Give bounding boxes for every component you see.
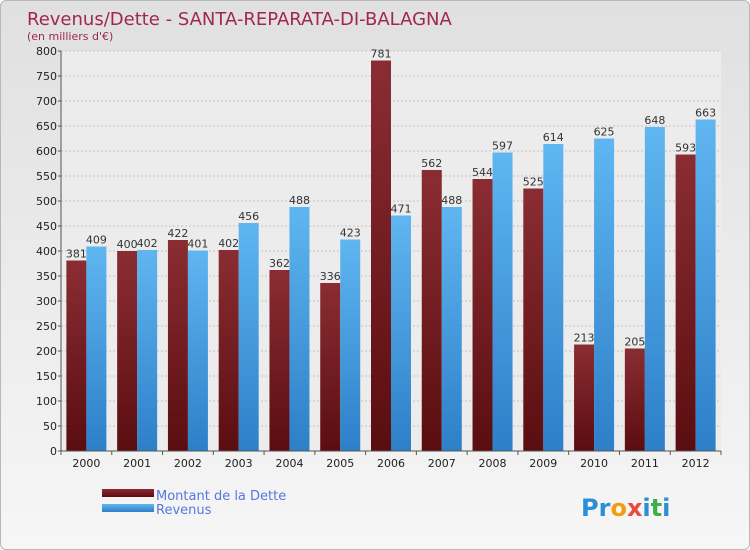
data-label-dette-2003: 402 xyxy=(218,237,239,250)
bar-dette-2006 xyxy=(371,60,391,451)
bar-revenus-2008 xyxy=(492,152,513,451)
data-label-revenus-2002: 401 xyxy=(187,238,208,251)
data-label-dette-2007: 562 xyxy=(421,157,442,170)
bar-revenus-2003 xyxy=(238,223,259,451)
x-tick-label: 2001 xyxy=(123,457,151,470)
x-tick-label: 2004 xyxy=(275,457,303,470)
chart-title: Revenus/Dette - SANTA-REPARATA-DI-BALAGN… xyxy=(27,9,453,30)
y-tick-label: 300 xyxy=(36,295,57,308)
data-label-revenus-2010: 625 xyxy=(594,126,615,139)
bar-revenus-2011 xyxy=(644,127,665,451)
x-tick-label: 2005 xyxy=(326,457,354,470)
bar-dette-2000 xyxy=(66,260,87,451)
y-tick-label: 0 xyxy=(50,445,57,458)
legend-swatch-revenus xyxy=(102,504,154,512)
x-tick-label: 2007 xyxy=(428,457,456,470)
logo-letter: P xyxy=(581,494,599,522)
y-tick-label: 100 xyxy=(36,395,57,408)
data-label-dette-2005: 336 xyxy=(320,270,341,283)
data-label-dette-2011: 205 xyxy=(624,336,645,349)
data-label-dette-2002: 422 xyxy=(167,227,188,240)
y-tick-label: 650 xyxy=(36,120,57,133)
x-tick-label: 2011 xyxy=(631,457,659,470)
y-tick-label: 450 xyxy=(36,220,57,233)
data-label-dette-2008: 544 xyxy=(472,166,493,179)
bar-dette-2007 xyxy=(421,170,442,451)
bar-revenus-2001 xyxy=(137,250,158,451)
y-tick-label: 750 xyxy=(36,70,57,83)
data-label-revenus-2005: 423 xyxy=(340,227,361,240)
data-label-dette-2000: 381 xyxy=(66,248,87,261)
bar-revenus-2005 xyxy=(340,239,361,451)
data-label-dette-2004: 362 xyxy=(269,257,290,270)
x-tick-label: 2008 xyxy=(479,457,507,470)
chart-subtitle: (en milliers d'€) xyxy=(27,30,113,43)
bar-dette-2003 xyxy=(218,250,239,451)
x-tick-label: 2003 xyxy=(225,457,253,470)
legend-label-dette: Montant de la Dette xyxy=(156,489,286,504)
data-label-dette-2001: 400 xyxy=(117,238,138,251)
data-label-revenus-2003: 456 xyxy=(238,210,259,223)
data-label-revenus-2007: 488 xyxy=(441,194,462,207)
y-tick-label: 400 xyxy=(36,245,57,258)
y-tick-label: 200 xyxy=(36,345,57,358)
legend-label-revenus: Revenus xyxy=(156,503,212,518)
y-tick-label: 800 xyxy=(36,45,57,58)
bar-dette-2005 xyxy=(320,283,341,451)
x-tick-label: 2012 xyxy=(682,457,710,470)
y-tick-label: 700 xyxy=(36,95,57,108)
bar-revenus-2009 xyxy=(543,144,564,451)
y-tick-label: 50 xyxy=(43,420,57,433)
data-label-revenus-2000: 409 xyxy=(86,234,107,247)
bar-revenus-2002 xyxy=(187,250,208,451)
bar-revenus-2012 xyxy=(695,119,716,451)
proxiti-logo: Proxiti xyxy=(581,494,670,522)
bar-revenus-2004 xyxy=(289,207,310,451)
bar-dette-2009 xyxy=(523,188,544,451)
data-label-revenus-2006: 471 xyxy=(391,203,412,216)
bar-dette-2004 xyxy=(269,270,290,451)
logo-letter: o xyxy=(610,494,627,522)
bar-dette-2010 xyxy=(574,344,595,451)
legend-swatch-dette xyxy=(102,489,154,497)
y-tick-label: 150 xyxy=(36,370,57,383)
y-tick-label: 350 xyxy=(36,270,57,283)
data-label-revenus-2008: 597 xyxy=(492,140,513,153)
bar-dette-2012 xyxy=(675,154,696,451)
bar-revenus-2000 xyxy=(86,246,107,451)
bar-dette-2008 xyxy=(472,179,493,451)
x-tick-label: 2006 xyxy=(377,457,405,470)
bar-revenus-2010 xyxy=(594,138,615,451)
y-tick-label: 600 xyxy=(36,145,57,158)
logo-letter: x xyxy=(627,494,643,522)
logo-letter: i xyxy=(662,494,670,522)
logo-letter: i xyxy=(642,494,650,522)
data-label-revenus-2001: 402 xyxy=(137,237,158,250)
y-tick-label: 250 xyxy=(36,320,57,333)
y-tick-label: 500 xyxy=(36,195,57,208)
bar-dette-2011 xyxy=(624,348,645,451)
data-label-dette-2012: 593 xyxy=(675,142,696,155)
logo-letter: r xyxy=(599,494,611,522)
x-tick-label: 2010 xyxy=(580,457,608,470)
y-tick-label: 550 xyxy=(36,170,57,183)
data-label-revenus-2004: 488 xyxy=(289,194,310,207)
x-tick-label: 2002 xyxy=(174,457,202,470)
bar-dette-2001 xyxy=(117,251,138,451)
data-label-revenus-2012: 663 xyxy=(695,107,716,120)
data-label-dette-2009: 525 xyxy=(523,176,544,189)
x-tick-label: 2000 xyxy=(72,457,100,470)
bar-revenus-2006 xyxy=(391,215,411,451)
data-label-revenus-2011: 648 xyxy=(644,114,665,127)
data-label-revenus-2009: 614 xyxy=(543,131,564,144)
data-label-dette-2006: 781 xyxy=(371,48,392,61)
x-tick-label: 2009 xyxy=(529,457,557,470)
logo-letter: t xyxy=(651,494,662,522)
bar-dette-2002 xyxy=(167,240,188,451)
data-label-dette-2010: 213 xyxy=(574,332,595,345)
bar-revenus-2007 xyxy=(441,207,462,451)
